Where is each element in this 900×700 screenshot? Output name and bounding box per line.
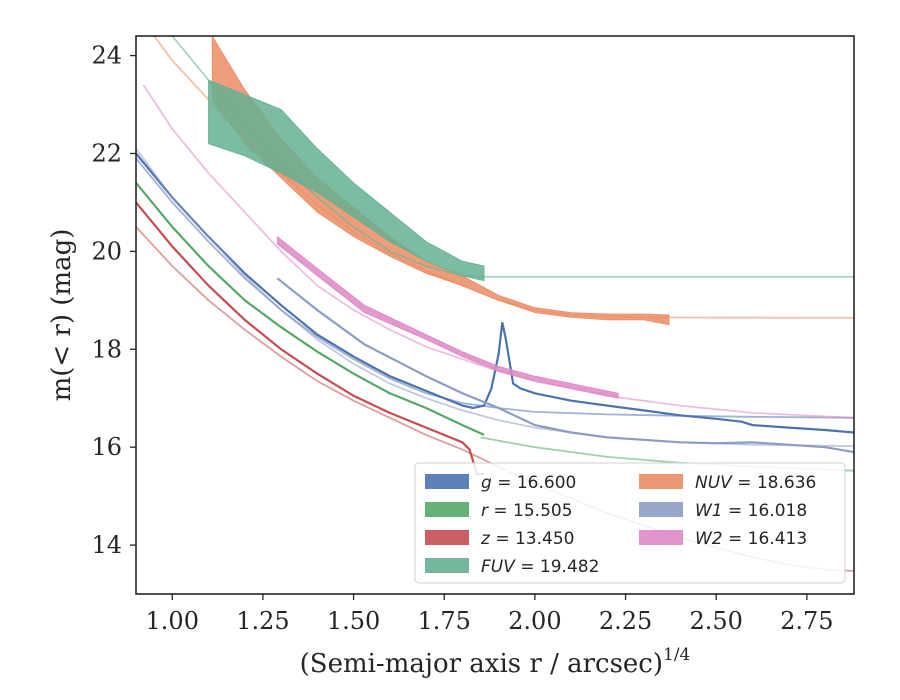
model-curve-w2 [142, 84, 854, 419]
x-tick-label: 2.50 [689, 607, 742, 635]
y-tick-label: 22 [91, 139, 122, 167]
legend-swatch-fuv [425, 558, 469, 573]
y-tick-label: 16 [91, 433, 122, 461]
x-tick-label: 2.25 [599, 607, 652, 635]
profile-curve-g [136, 152, 854, 434]
legend-label-g: g = 16.600 [481, 473, 576, 493]
x-tick-label: 2.75 [780, 607, 833, 635]
legend-label-r: r = 15.505 [481, 501, 573, 521]
legend-label-nuv: NUV = 18.636 [695, 473, 816, 493]
x-tick-label: 2.00 [508, 607, 561, 635]
legend-label-fuv: FUV = 19.482 [481, 557, 599, 577]
legend-swatch-g [425, 474, 469, 489]
y-tick-label: 24 [91, 42, 122, 70]
series-w1 [136, 148, 854, 454]
plot-frame [135, 35, 855, 595]
profile-curve-w1 [276, 277, 854, 454]
series-g [136, 152, 854, 434]
x-axis-title-text: (Semi-major axis r / arcsec) [300, 649, 663, 679]
x-tick-label: 1.25 [236, 607, 289, 635]
y-tick-label: 20 [91, 237, 122, 265]
legend-swatch-w2 [639, 530, 683, 545]
profile-curve-r [136, 182, 485, 436]
y-tick-label: 18 [91, 335, 122, 363]
legend-label-z: z = 13.450 [480, 529, 574, 549]
legend-label-w2: W2 = 16.413 [695, 529, 807, 549]
x-tick-label: 1.50 [327, 607, 380, 635]
y-axis-title: m(< r) (mag) [47, 229, 77, 402]
legend-swatch-r [425, 502, 469, 517]
y-axis: 14 16 18 20 22 24 [91, 42, 136, 559]
series-layer [136, 36, 854, 572]
x-axis-title: (Semi-major axis r / arcsec)1/4 [300, 645, 691, 679]
x-tick-label: 1.00 [146, 607, 199, 635]
series-fuv [171, 36, 854, 282]
legend-frame [414, 462, 846, 584]
profile-band-fuv [208, 79, 485, 282]
profile-band-w2 [277, 235, 619, 399]
x-axis-title-exponent: 1/4 [663, 645, 690, 665]
legend: g = 16.600 r = 15.505 z = 13.450 FUV = 19.4… [414, 462, 846, 584]
profile-curve-z [136, 201, 485, 476]
legend-swatch-z [425, 530, 469, 545]
y-tick-label: 14 [91, 531, 122, 559]
x-tick-label: 1.75 [418, 607, 471, 635]
legend-swatch-w1 [639, 502, 683, 517]
model-curve-g [136, 157, 854, 419]
series-w2 [142, 84, 854, 419]
legend-swatch-nuv [639, 474, 683, 489]
x-axis: 1.00 1.25 1.50 1.75 2.00 2.25 2.50 2.75 [146, 594, 834, 635]
legend-label-w1: W1 = 16.018 [695, 501, 807, 521]
